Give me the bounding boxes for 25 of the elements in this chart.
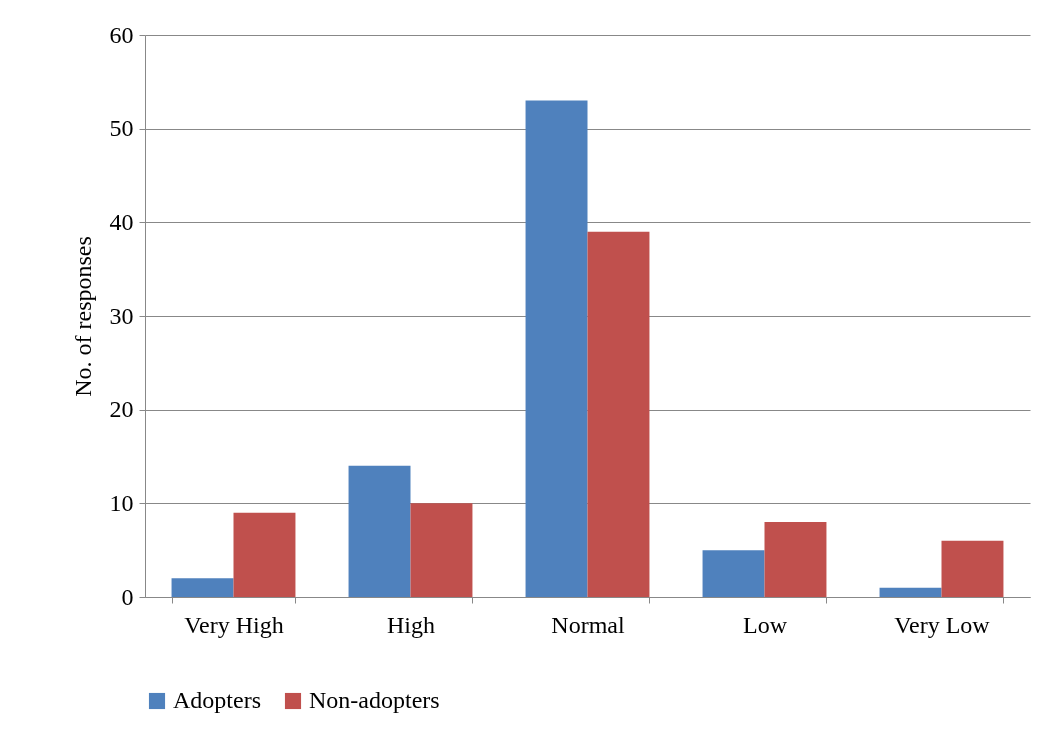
x-tick-label: Very Low xyxy=(894,611,991,638)
x-tick-label: Low xyxy=(743,611,788,638)
bar xyxy=(410,503,473,597)
y-axis-title: No. of responses xyxy=(69,236,96,397)
x-tick-label: High xyxy=(387,611,435,638)
legend-label: Non-adopters xyxy=(309,687,440,713)
bar xyxy=(525,100,588,597)
y-tick-label: 30 xyxy=(109,302,134,329)
y-tick-label: 10 xyxy=(109,489,134,516)
y-tick-label: 20 xyxy=(109,396,134,423)
legend-label: Adopters xyxy=(173,687,261,713)
bar xyxy=(233,512,296,597)
y-tick-label: 50 xyxy=(109,115,134,142)
x-tick-label: Very High xyxy=(184,611,284,638)
bar xyxy=(879,587,942,597)
x-tick-label: Normal xyxy=(551,611,625,638)
bar xyxy=(587,231,650,597)
y-tick-label: 60 xyxy=(109,21,134,48)
y-tick-label: 0 xyxy=(121,583,134,610)
bar xyxy=(764,522,827,597)
bar xyxy=(171,578,234,597)
bar xyxy=(941,540,1004,597)
y-tick-label: 40 xyxy=(109,208,134,235)
bar xyxy=(702,550,765,597)
bar xyxy=(348,465,411,597)
